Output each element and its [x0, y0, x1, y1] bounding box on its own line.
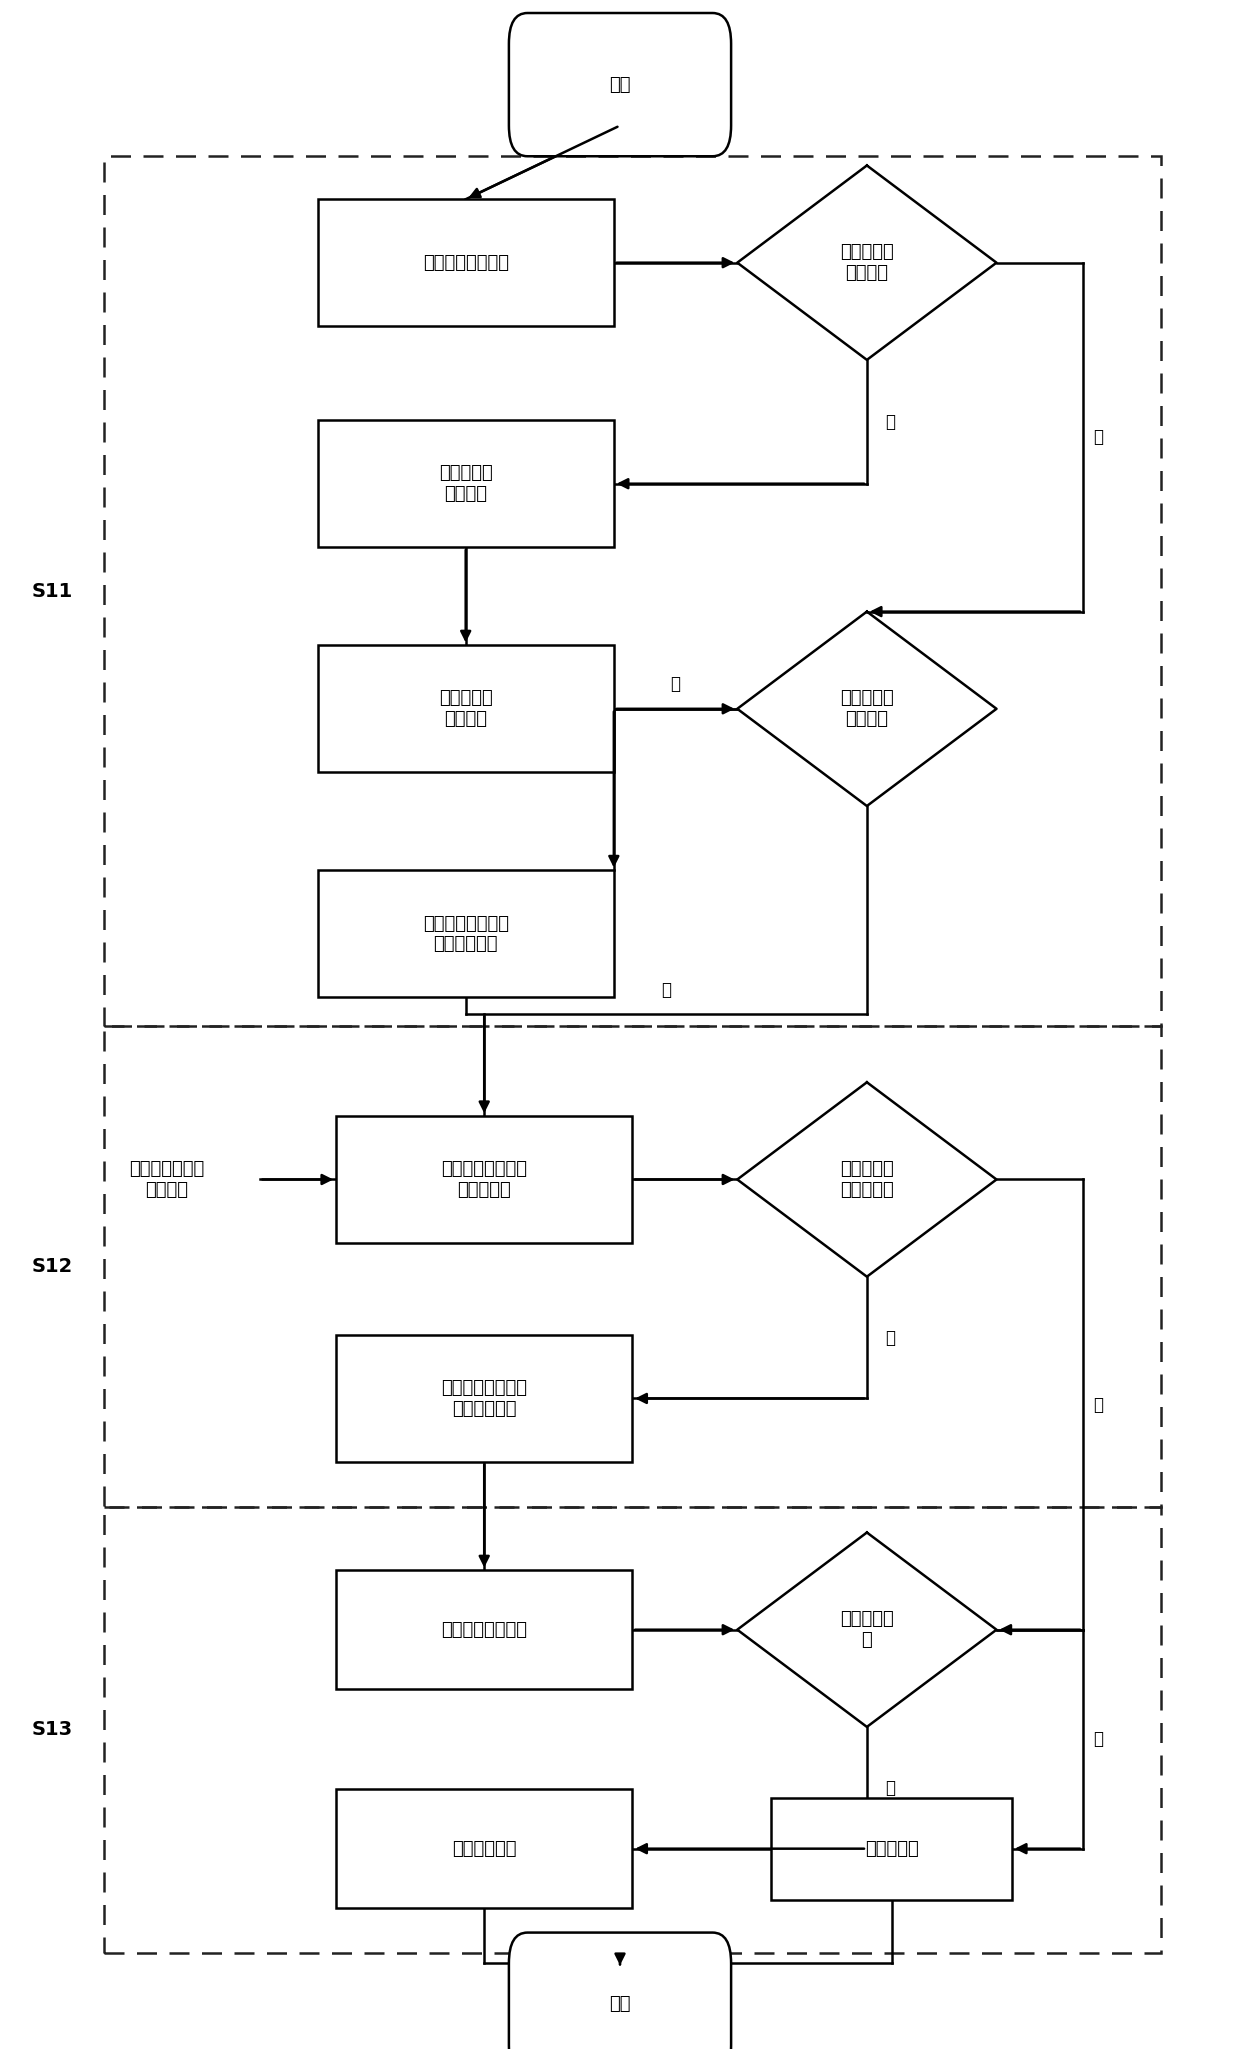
Text: 是: 是 [885, 1779, 895, 1798]
Polygon shape [738, 1081, 997, 1276]
Text: 是: 是 [671, 675, 681, 694]
Bar [317, 870, 614, 997]
Text: 按敌我属性
进行分类: 按敌我属性 进行分类 [439, 689, 492, 728]
Text: 对目标量测空间进
行网格划分: 对目标量测空间进 行网格划分 [441, 1159, 527, 1198]
Bar [104, 1506, 1161, 1954]
Bar [336, 1336, 632, 1461]
Text: 是: 是 [885, 412, 895, 431]
Text: 结束: 结束 [609, 1995, 631, 2013]
Bar [104, 156, 1161, 1026]
Text: 按空海属性
进行分类: 按空海属性 进行分类 [439, 464, 492, 503]
Bar [317, 421, 614, 548]
Text: S11: S11 [31, 581, 73, 601]
FancyBboxPatch shape [508, 1933, 732, 2052]
Text: 在跟踪波门
内: 在跟踪波门 内 [839, 1611, 894, 1650]
Bar [104, 1026, 1161, 1506]
Text: 否: 否 [1092, 1395, 1102, 1414]
FancyBboxPatch shape [508, 12, 732, 156]
Bar [336, 1789, 632, 1908]
Text: 开始: 开始 [609, 76, 631, 94]
Text: 是: 是 [885, 1328, 895, 1346]
Text: 是否有属性
特征信息: 是否有属性 特征信息 [839, 689, 894, 728]
Text: 记录量测数据: 记录量测数据 [451, 1841, 517, 1857]
Text: 量测在航迹
邻近网格内: 量测在航迹 邻近网格内 [839, 1159, 894, 1198]
Text: 是否有身份
特征信息: 是否有身份 特征信息 [839, 244, 894, 281]
Bar [317, 199, 614, 326]
Polygon shape [738, 611, 997, 806]
Text: 否: 否 [1092, 429, 1102, 445]
Text: S12: S12 [31, 1258, 73, 1276]
Text: 接收到新量测数据: 接收到新量测数据 [423, 254, 508, 271]
Polygon shape [738, 1533, 997, 1728]
Text: 计算航迹跟踪波门: 计算航迹跟踪波门 [441, 1621, 527, 1640]
Text: 起始新航迹: 起始新航迹 [864, 1841, 919, 1857]
Text: 按形状，大小，对
称度进行分类: 按形状，大小，对 称度进行分类 [423, 915, 508, 954]
Polygon shape [738, 166, 997, 359]
Text: 否: 否 [1092, 1730, 1102, 1748]
Text: S13: S13 [31, 1720, 73, 1740]
Bar [771, 1798, 1012, 1900]
Text: 计算航迹与量测数
据的欧式距离: 计算航迹与量测数 据的欧式距离 [441, 1379, 527, 1418]
Text: 类别相同的已有
目标航迹: 类别相同的已有 目标航迹 [129, 1159, 205, 1198]
Text: 否: 否 [661, 981, 671, 999]
Bar [336, 1116, 632, 1244]
Bar [317, 646, 614, 772]
Bar [336, 1570, 632, 1689]
